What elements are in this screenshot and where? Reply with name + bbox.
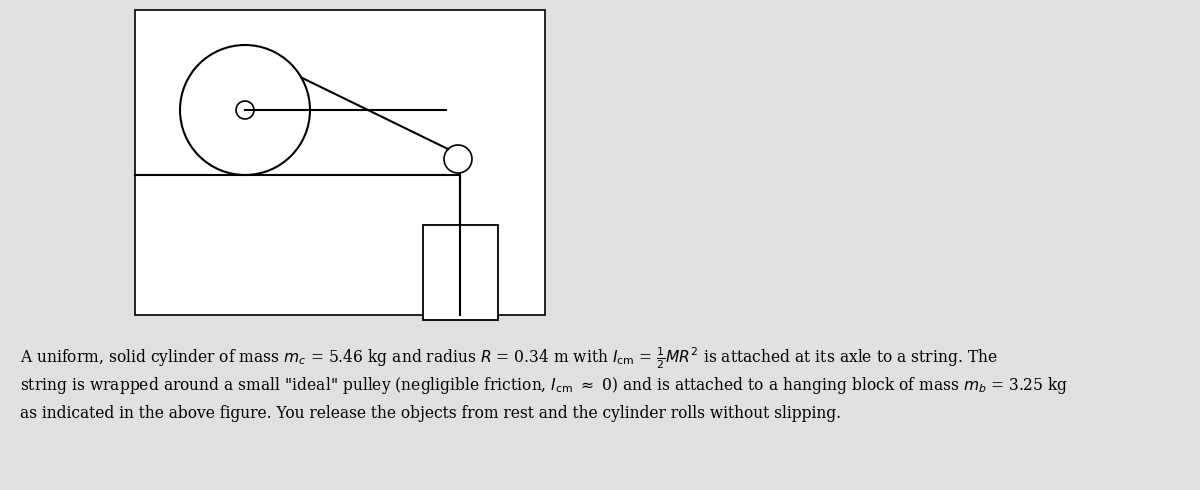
Text: string is wrapped around a small "ideal" pulley (negligible friction, $I_\mathrm: string is wrapped around a small "ideal"… xyxy=(20,375,1068,396)
Bar xyxy=(134,10,545,315)
Text: as indicated in the above figure. You release the objects from rest and the cyli: as indicated in the above figure. You re… xyxy=(20,405,841,422)
Text: A uniform, solid cylinder of mass $m_c$ = 5.46 kg and radius $R$ = 0.34 m with $: A uniform, solid cylinder of mass $m_c$ … xyxy=(20,345,997,370)
Bar xyxy=(424,225,498,320)
